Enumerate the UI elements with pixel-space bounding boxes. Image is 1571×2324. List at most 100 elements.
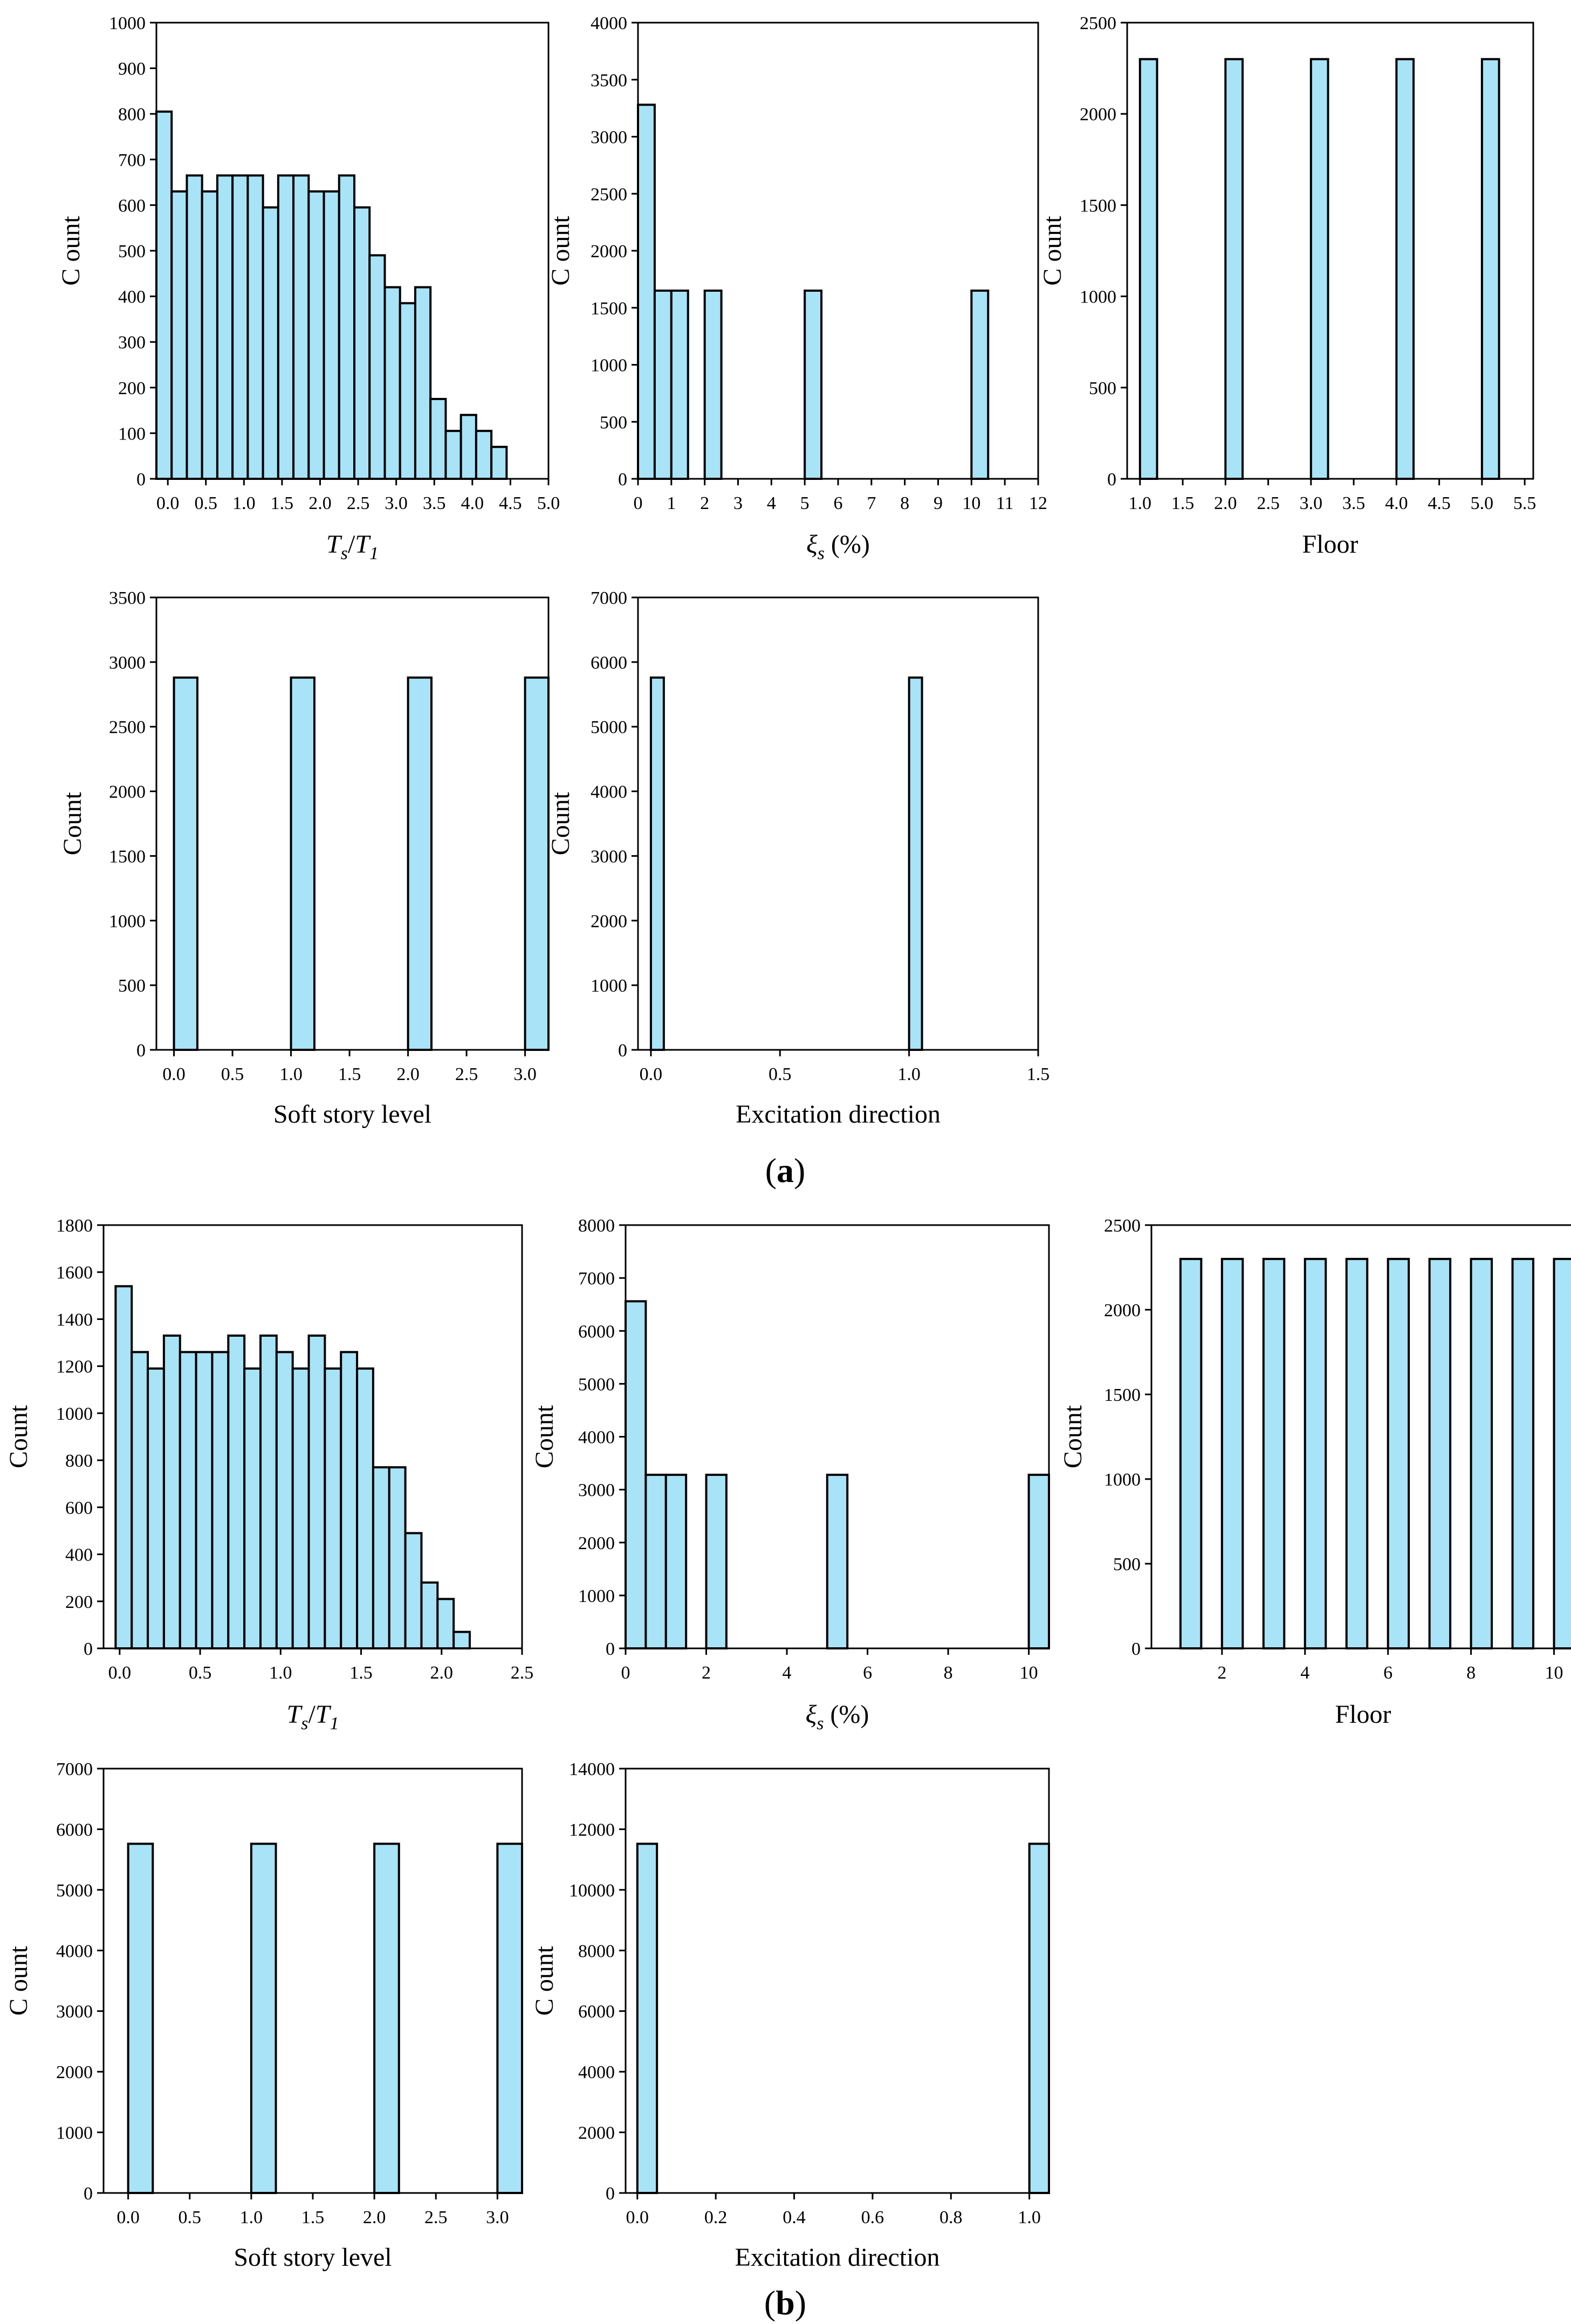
x-tick-label: 8: [944, 1663, 953, 1683]
x-tick-label: 2.5: [347, 493, 370, 513]
bar: [307, 190, 325, 480]
x-tick-label: 10: [1020, 1663, 1038, 1683]
x-axis-label: Floor: [1302, 530, 1358, 559]
bar: [826, 1474, 849, 1649]
bar: [636, 1842, 658, 2194]
x-tick-label: 11: [996, 493, 1014, 513]
y-tick-label: 600: [65, 1498, 93, 1518]
bar: [436, 1598, 455, 1650]
y-tick-label: 1000: [56, 2123, 93, 2143]
y-tick-label: 3000: [591, 847, 627, 867]
y-tick-label: 0: [84, 1639, 93, 1659]
bar: [653, 290, 673, 480]
bar: [452, 1631, 471, 1649]
y-tick-label: 800: [65, 1451, 93, 1471]
x-tick-label: 1.5: [349, 1663, 373, 1683]
bar: [372, 1466, 390, 1649]
y-axis-label: C ount: [57, 216, 85, 286]
bar: [670, 290, 689, 480]
bar: [1395, 58, 1415, 480]
x-tick-label: 1.5: [271, 493, 294, 513]
bar: [1027, 1474, 1050, 1649]
bar: [664, 1474, 688, 1649]
bar: [459, 414, 477, 480]
x-tick-label: 6: [834, 493, 843, 513]
x-tick-label: 4: [767, 493, 776, 513]
bar: [490, 445, 508, 480]
y-tick-label: 500: [1113, 1555, 1141, 1574]
y-axis-label: C ount: [530, 1945, 559, 2016]
bar: [275, 1351, 294, 1649]
y-tick-label: 7000: [56, 1759, 93, 1779]
x-axis-label: ξs (%): [806, 1700, 869, 1734]
y-tick-label: 0: [618, 470, 627, 490]
x-tick-label: 4.0: [461, 493, 484, 513]
bar: [277, 174, 295, 480]
x-tick-label: 2: [702, 1663, 711, 1683]
x-tick-label: 2.0: [430, 1663, 454, 1683]
bar: [388, 1466, 407, 1649]
bar: [290, 676, 315, 1051]
x-tick-label: 6: [863, 1663, 872, 1683]
bar: [338, 174, 356, 480]
x-tick-label: 5.5: [1513, 493, 1536, 513]
y-tick-label: 1500: [1080, 196, 1116, 216]
chart-a-soft: 0.0 0.5 1.0 1.5 2.0 2.5 3.0 0 500 1000 1500 2000 250…: [58, 588, 550, 1129]
y-axis-label: Count: [4, 1405, 33, 1468]
panel-a-caption: (a): [765, 1151, 806, 1189]
x-tick-label: 4: [783, 1663, 792, 1683]
y-tick-label: 2000: [1104, 1301, 1141, 1321]
bar: [1138, 58, 1158, 480]
y-tick-label: 5000: [56, 1881, 93, 1901]
bar: [227, 1334, 246, 1649]
x-tick-label: 0.0: [626, 2208, 649, 2227]
x-tick-label: 8: [1466, 1663, 1476, 1683]
y-tick-label: 1000: [591, 356, 627, 376]
bar: [908, 676, 923, 1051]
bar: [625, 1300, 647, 1650]
plot-frame: [155, 596, 550, 1051]
bar: [444, 430, 462, 480]
y-tick-label: 8000: [578, 1941, 615, 1961]
chart-b-floor: 2 4 6 8 10 0 500 1000 1500 2000 2500 Count Floor: [1059, 1216, 1571, 1729]
y-tick-label: 800: [118, 105, 146, 125]
bar: [292, 174, 310, 480]
y-tick-label: 2000: [56, 2062, 93, 2082]
x-tick-label: 1.0: [279, 1064, 303, 1084]
x-tick-label: 8: [900, 493, 909, 513]
bar: [259, 1334, 278, 1649]
y-tick-label: 1000: [56, 1404, 93, 1424]
y-tick-label: 1000: [109, 13, 146, 33]
y-tick-label: 8000: [578, 1216, 615, 1236]
y-tick-label: 2000: [109, 782, 146, 802]
x-tick-label: 0.5: [769, 1064, 792, 1084]
x-tick-label: 10: [1545, 1663, 1563, 1683]
y-tick-label: 0: [1131, 1639, 1141, 1659]
bar: [307, 1334, 326, 1649]
x-tick-label: 1.0: [1129, 493, 1152, 513]
bar: [211, 1351, 230, 1649]
bar: [970, 290, 990, 480]
bar: [1304, 1257, 1327, 1650]
y-tick-label: 1500: [591, 299, 627, 319]
y-tick-label: 7000: [578, 1269, 615, 1289]
bar: [127, 1842, 154, 2194]
x-tick-label: 2.5: [1257, 493, 1280, 513]
y-tick-label: 100: [118, 424, 146, 444]
y-axis-label: C ount: [4, 1945, 33, 2016]
x-tick-label: 0.5: [221, 1064, 244, 1084]
y-tick-label: 2000: [578, 2123, 615, 2143]
y-tick-label: 3000: [591, 128, 627, 148]
y-axis-label: C ount: [1038, 216, 1067, 286]
chart-a-xi: 0 1 2 3 4 5 6 7 8 9 10 11 12050010001500200025003000…: [546, 13, 1047, 563]
y-tick-label: 1500: [109, 847, 146, 867]
x-tick-label: 6: [1383, 1663, 1392, 1683]
y-tick-label: 2000: [1080, 105, 1116, 125]
bar: [1179, 1257, 1203, 1650]
chart-b-ts-t1: 0.0 0.5 1.0 1.5 2.0 2.5 0 200 400 600 800 1000 1200 1…: [4, 1216, 533, 1734]
y-tick-label: 1500: [1104, 1385, 1141, 1405]
bar: [404, 1532, 423, 1650]
bar: [291, 1367, 310, 1650]
y-tick-label: 500: [1089, 379, 1116, 398]
